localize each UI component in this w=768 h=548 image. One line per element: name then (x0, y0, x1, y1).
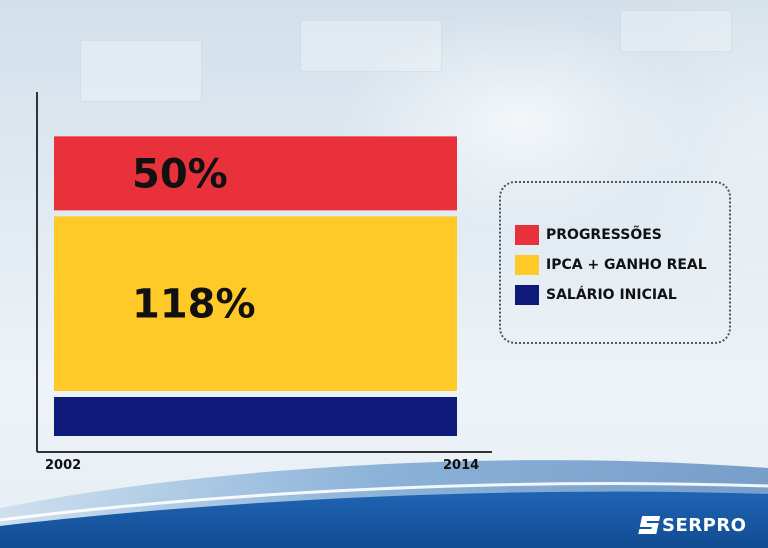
serpro-s-icon (638, 516, 661, 534)
legend-item-salario-inicial: SALÁRIO INICIAL (515, 285, 677, 305)
bar-value-label: 118% (132, 282, 256, 328)
background-panel (80, 40, 202, 102)
bar-segment-progress-es (54, 136, 457, 211)
legend-swatch (515, 255, 539, 275)
legend-swatch (515, 225, 539, 245)
x-tick-label: 2002 (45, 458, 81, 473)
bar-value-label: 50% (132, 151, 228, 197)
legend-label: SALÁRIO INICIAL (546, 287, 677, 303)
legend: PROGRESSÕES IPCA + GANHO REAL SALÁRIO IN… (499, 181, 731, 344)
legend-item-ipca-ganho-real: IPCA + GANHO REAL (515, 255, 707, 275)
brand-name: SERPRO (662, 514, 747, 536)
serpro-logo: SERPRO (636, 510, 746, 540)
background-panel (620, 10, 732, 52)
legend-label: PROGRESSÕES (546, 227, 662, 243)
x-tick-label: 2014 (443, 458, 479, 473)
background-panel (300, 20, 442, 72)
footer-wave (0, 460, 768, 548)
bar-segment-ipca-ganho-real (54, 216, 457, 391)
bar-segment-sal-rio-inicial (54, 397, 457, 436)
legend-item-progressoes: PROGRESSÕES (515, 225, 662, 245)
legend-label: IPCA + GANHO REAL (546, 257, 707, 273)
legend-swatch (515, 285, 539, 305)
